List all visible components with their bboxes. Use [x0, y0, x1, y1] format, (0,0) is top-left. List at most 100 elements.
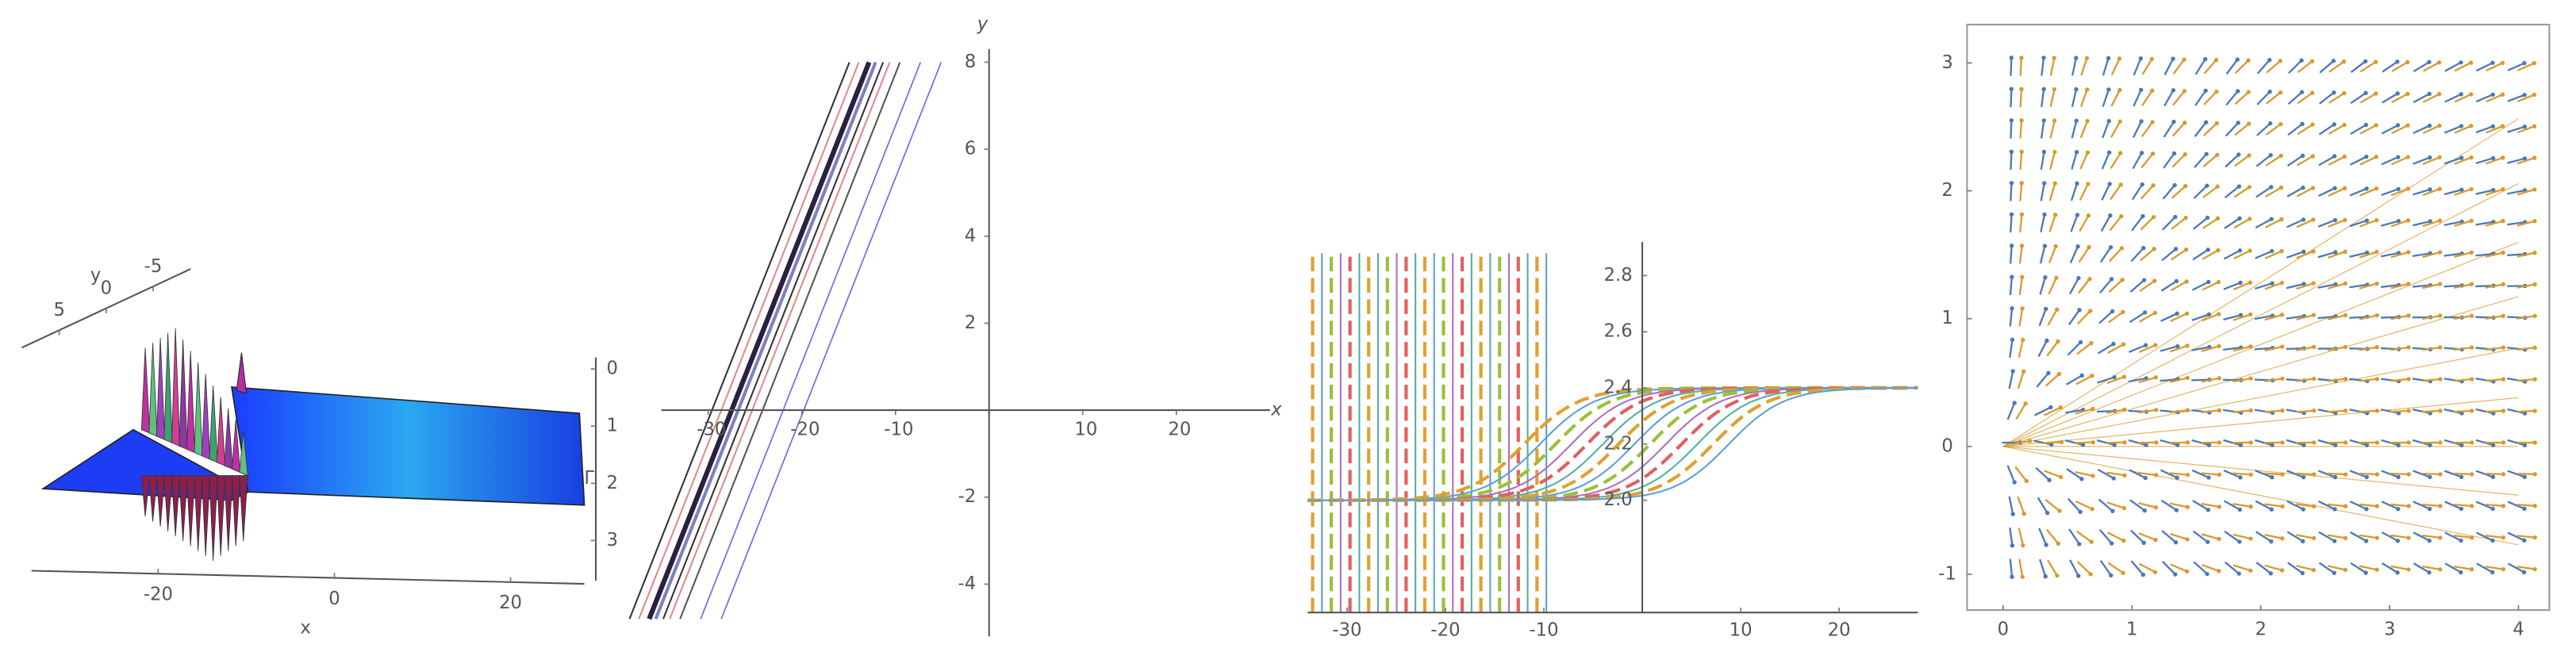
arrow — [2327, 282, 2346, 290]
arrow — [2139, 312, 2156, 323]
arrow — [2232, 282, 2251, 290]
arrow — [2034, 406, 2052, 416]
arrow-head — [2152, 570, 2158, 574]
arrow-head — [2396, 186, 2401, 192]
arrow — [2008, 370, 2014, 389]
arrow — [2037, 497, 2048, 514]
arrow-head — [2027, 439, 2033, 443]
arrow-head — [2057, 508, 2062, 513]
arrow-head — [2185, 472, 2190, 478]
arrow-head — [2048, 405, 2053, 410]
arrow-head — [2019, 118, 2024, 123]
arrow-head — [2437, 155, 2442, 160]
arrow-head — [2395, 91, 2400, 96]
tick-label: 2.4 — [1604, 378, 1633, 398]
arrow — [2422, 503, 2440, 508]
arrow-head — [2019, 56, 2024, 60]
arrow — [2381, 470, 2399, 478]
arrow — [2391, 93, 2409, 104]
arrow — [2413, 501, 2430, 510]
surface-spike — [186, 351, 196, 454]
arrow-head — [2121, 309, 2125, 315]
arrow-head — [2054, 275, 2059, 280]
arrow-head — [2343, 472, 2348, 477]
arrow-head — [2089, 340, 2094, 346]
arrow-head — [2459, 474, 2464, 480]
arrow-head — [2374, 345, 2379, 350]
arrow — [2381, 220, 2399, 227]
arrow — [2507, 189, 2525, 195]
arrow-head — [2521, 570, 2527, 574]
arrow — [2171, 185, 2186, 199]
arrow — [2475, 408, 2494, 415]
arrow — [2359, 409, 2378, 413]
arrow — [2296, 346, 2314, 351]
arrow-head — [2333, 443, 2338, 447]
arrow-head — [2364, 154, 2369, 159]
arrow — [2264, 282, 2282, 290]
arrow-head — [2153, 537, 2158, 543]
arrow — [2453, 346, 2472, 351]
arrow — [2133, 58, 2142, 76]
arrow — [2350, 60, 2367, 73]
arrow-head — [2152, 310, 2158, 316]
arrow-head — [2206, 508, 2211, 512]
arrow — [2507, 94, 2525, 102]
arrow — [2327, 378, 2346, 382]
arrow-head — [2342, 90, 2347, 96]
arrow-head — [2109, 573, 2113, 577]
tick-label: -10 — [1529, 620, 1558, 640]
arrow — [2191, 469, 2209, 479]
arrow — [2328, 155, 2345, 166]
arrow — [2317, 439, 2336, 447]
arrow — [2327, 503, 2346, 508]
arrow — [2163, 58, 2175, 75]
arrow-head — [2490, 155, 2496, 161]
arrow — [2232, 472, 2252, 476]
arrow — [2130, 560, 2144, 576]
arrow — [2098, 498, 2113, 512]
flow-line — [2002, 347, 2519, 447]
arrow — [2507, 470, 2525, 478]
arrow-head — [2056, 371, 2062, 377]
arrow-head — [2341, 59, 2347, 64]
arrow — [2485, 409, 2504, 413]
arrow — [2140, 184, 2154, 200]
arrow — [2516, 188, 2536, 196]
arrow-head — [2428, 474, 2432, 480]
arrow — [2108, 279, 2123, 293]
arrow-head — [2139, 151, 2144, 155]
arrow — [2048, 277, 2057, 295]
arrow — [2516, 125, 2535, 134]
arrow-head — [2343, 249, 2348, 254]
arrow — [2256, 59, 2271, 75]
arrow-head — [2438, 409, 2443, 413]
arrow — [2516, 156, 2536, 165]
arrow-head — [2395, 123, 2401, 128]
surface-spike — [232, 420, 241, 474]
arrow — [2234, 123, 2250, 136]
arrow — [2010, 245, 2013, 264]
arrow-head — [2280, 536, 2285, 541]
arrow — [2202, 186, 2218, 198]
tick-label: 2 — [606, 473, 617, 493]
arrow — [2422, 282, 2440, 290]
arrow — [2453, 378, 2472, 382]
arrow — [2264, 378, 2283, 382]
arrow — [2046, 340, 2059, 357]
arrow-head — [2185, 343, 2190, 348]
surface-dip — [171, 475, 181, 537]
arrow-head — [2117, 56, 2122, 61]
curve — [654, 61, 877, 620]
arrow — [2160, 280, 2178, 292]
arrow — [2507, 125, 2525, 133]
arrow-head — [2364, 186, 2369, 191]
arrow-head — [2010, 244, 2014, 248]
arrow — [2068, 309, 2081, 325]
arrow — [2453, 409, 2472, 413]
arrow-head — [2090, 374, 2094, 378]
arrow-head — [2019, 212, 2025, 217]
tick-label: -4 — [958, 574, 977, 594]
arrow-head — [2174, 278, 2179, 284]
arrow — [2318, 187, 2336, 198]
